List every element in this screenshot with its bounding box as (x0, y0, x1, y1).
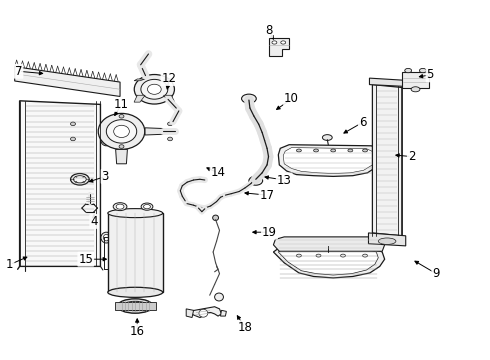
Polygon shape (108, 213, 163, 292)
Ellipse shape (281, 41, 286, 44)
Text: 17: 17 (260, 189, 274, 202)
Ellipse shape (249, 176, 263, 185)
Polygon shape (134, 95, 145, 102)
Ellipse shape (113, 203, 127, 211)
Ellipse shape (215, 293, 223, 301)
Ellipse shape (199, 309, 208, 317)
Ellipse shape (316, 254, 321, 257)
Polygon shape (278, 145, 381, 176)
Polygon shape (273, 246, 385, 278)
Ellipse shape (71, 122, 75, 126)
Ellipse shape (314, 149, 318, 152)
Ellipse shape (141, 203, 153, 210)
Ellipse shape (98, 113, 145, 149)
Ellipse shape (106, 120, 137, 143)
Ellipse shape (74, 176, 86, 183)
Polygon shape (164, 79, 174, 81)
Ellipse shape (116, 204, 124, 209)
Ellipse shape (324, 242, 333, 247)
Text: 10: 10 (284, 93, 299, 105)
Ellipse shape (119, 114, 124, 118)
Text: 16: 16 (130, 325, 145, 338)
Ellipse shape (119, 145, 124, 148)
Ellipse shape (134, 75, 174, 104)
Text: 4: 4 (90, 215, 98, 228)
Polygon shape (134, 79, 145, 81)
Ellipse shape (103, 137, 109, 144)
Text: 6: 6 (359, 116, 367, 129)
Ellipse shape (147, 84, 161, 94)
Ellipse shape (272, 41, 277, 44)
Polygon shape (369, 78, 405, 86)
Ellipse shape (296, 254, 301, 257)
Ellipse shape (144, 204, 150, 209)
Ellipse shape (296, 149, 301, 152)
Ellipse shape (348, 149, 353, 152)
Text: 7: 7 (15, 65, 23, 78)
Ellipse shape (108, 287, 163, 297)
Ellipse shape (242, 94, 256, 103)
Text: 8: 8 (265, 24, 272, 37)
Polygon shape (15, 67, 120, 96)
Polygon shape (273, 237, 385, 251)
Text: 11: 11 (114, 98, 129, 111)
Text: 15: 15 (78, 253, 93, 266)
Polygon shape (115, 302, 156, 310)
Ellipse shape (405, 68, 412, 73)
Polygon shape (186, 309, 194, 318)
Ellipse shape (101, 232, 112, 243)
Ellipse shape (122, 301, 148, 311)
Polygon shape (269, 38, 289, 56)
Polygon shape (368, 233, 406, 246)
Text: 12: 12 (162, 72, 176, 85)
Polygon shape (164, 95, 174, 102)
Ellipse shape (103, 234, 109, 241)
Ellipse shape (118, 299, 153, 313)
Ellipse shape (341, 254, 345, 257)
Ellipse shape (213, 215, 219, 220)
Ellipse shape (114, 125, 129, 138)
Polygon shape (145, 128, 163, 135)
Text: 13: 13 (277, 174, 292, 186)
Text: 18: 18 (238, 321, 252, 334)
Ellipse shape (331, 149, 336, 152)
Polygon shape (402, 72, 429, 88)
Polygon shape (220, 310, 226, 316)
Text: 9: 9 (432, 267, 440, 280)
Ellipse shape (168, 122, 172, 126)
Polygon shape (189, 307, 221, 318)
Ellipse shape (322, 135, 332, 140)
Text: 1: 1 (6, 258, 14, 271)
Text: 2: 2 (408, 150, 416, 163)
Ellipse shape (71, 174, 89, 185)
Ellipse shape (108, 208, 163, 217)
Ellipse shape (101, 135, 112, 146)
Polygon shape (20, 101, 100, 266)
Ellipse shape (141, 79, 168, 99)
Text: 5: 5 (426, 68, 434, 81)
Ellipse shape (168, 137, 172, 141)
Text: 3: 3 (101, 170, 109, 183)
Ellipse shape (411, 87, 420, 92)
Ellipse shape (378, 238, 396, 244)
Polygon shape (116, 149, 127, 164)
Polygon shape (372, 85, 402, 236)
Ellipse shape (363, 149, 368, 152)
Polygon shape (283, 148, 375, 174)
Text: 19: 19 (262, 226, 277, 239)
Ellipse shape (419, 68, 426, 73)
Text: 14: 14 (211, 166, 225, 179)
Ellipse shape (363, 254, 368, 257)
Polygon shape (278, 248, 378, 275)
Ellipse shape (71, 137, 75, 141)
